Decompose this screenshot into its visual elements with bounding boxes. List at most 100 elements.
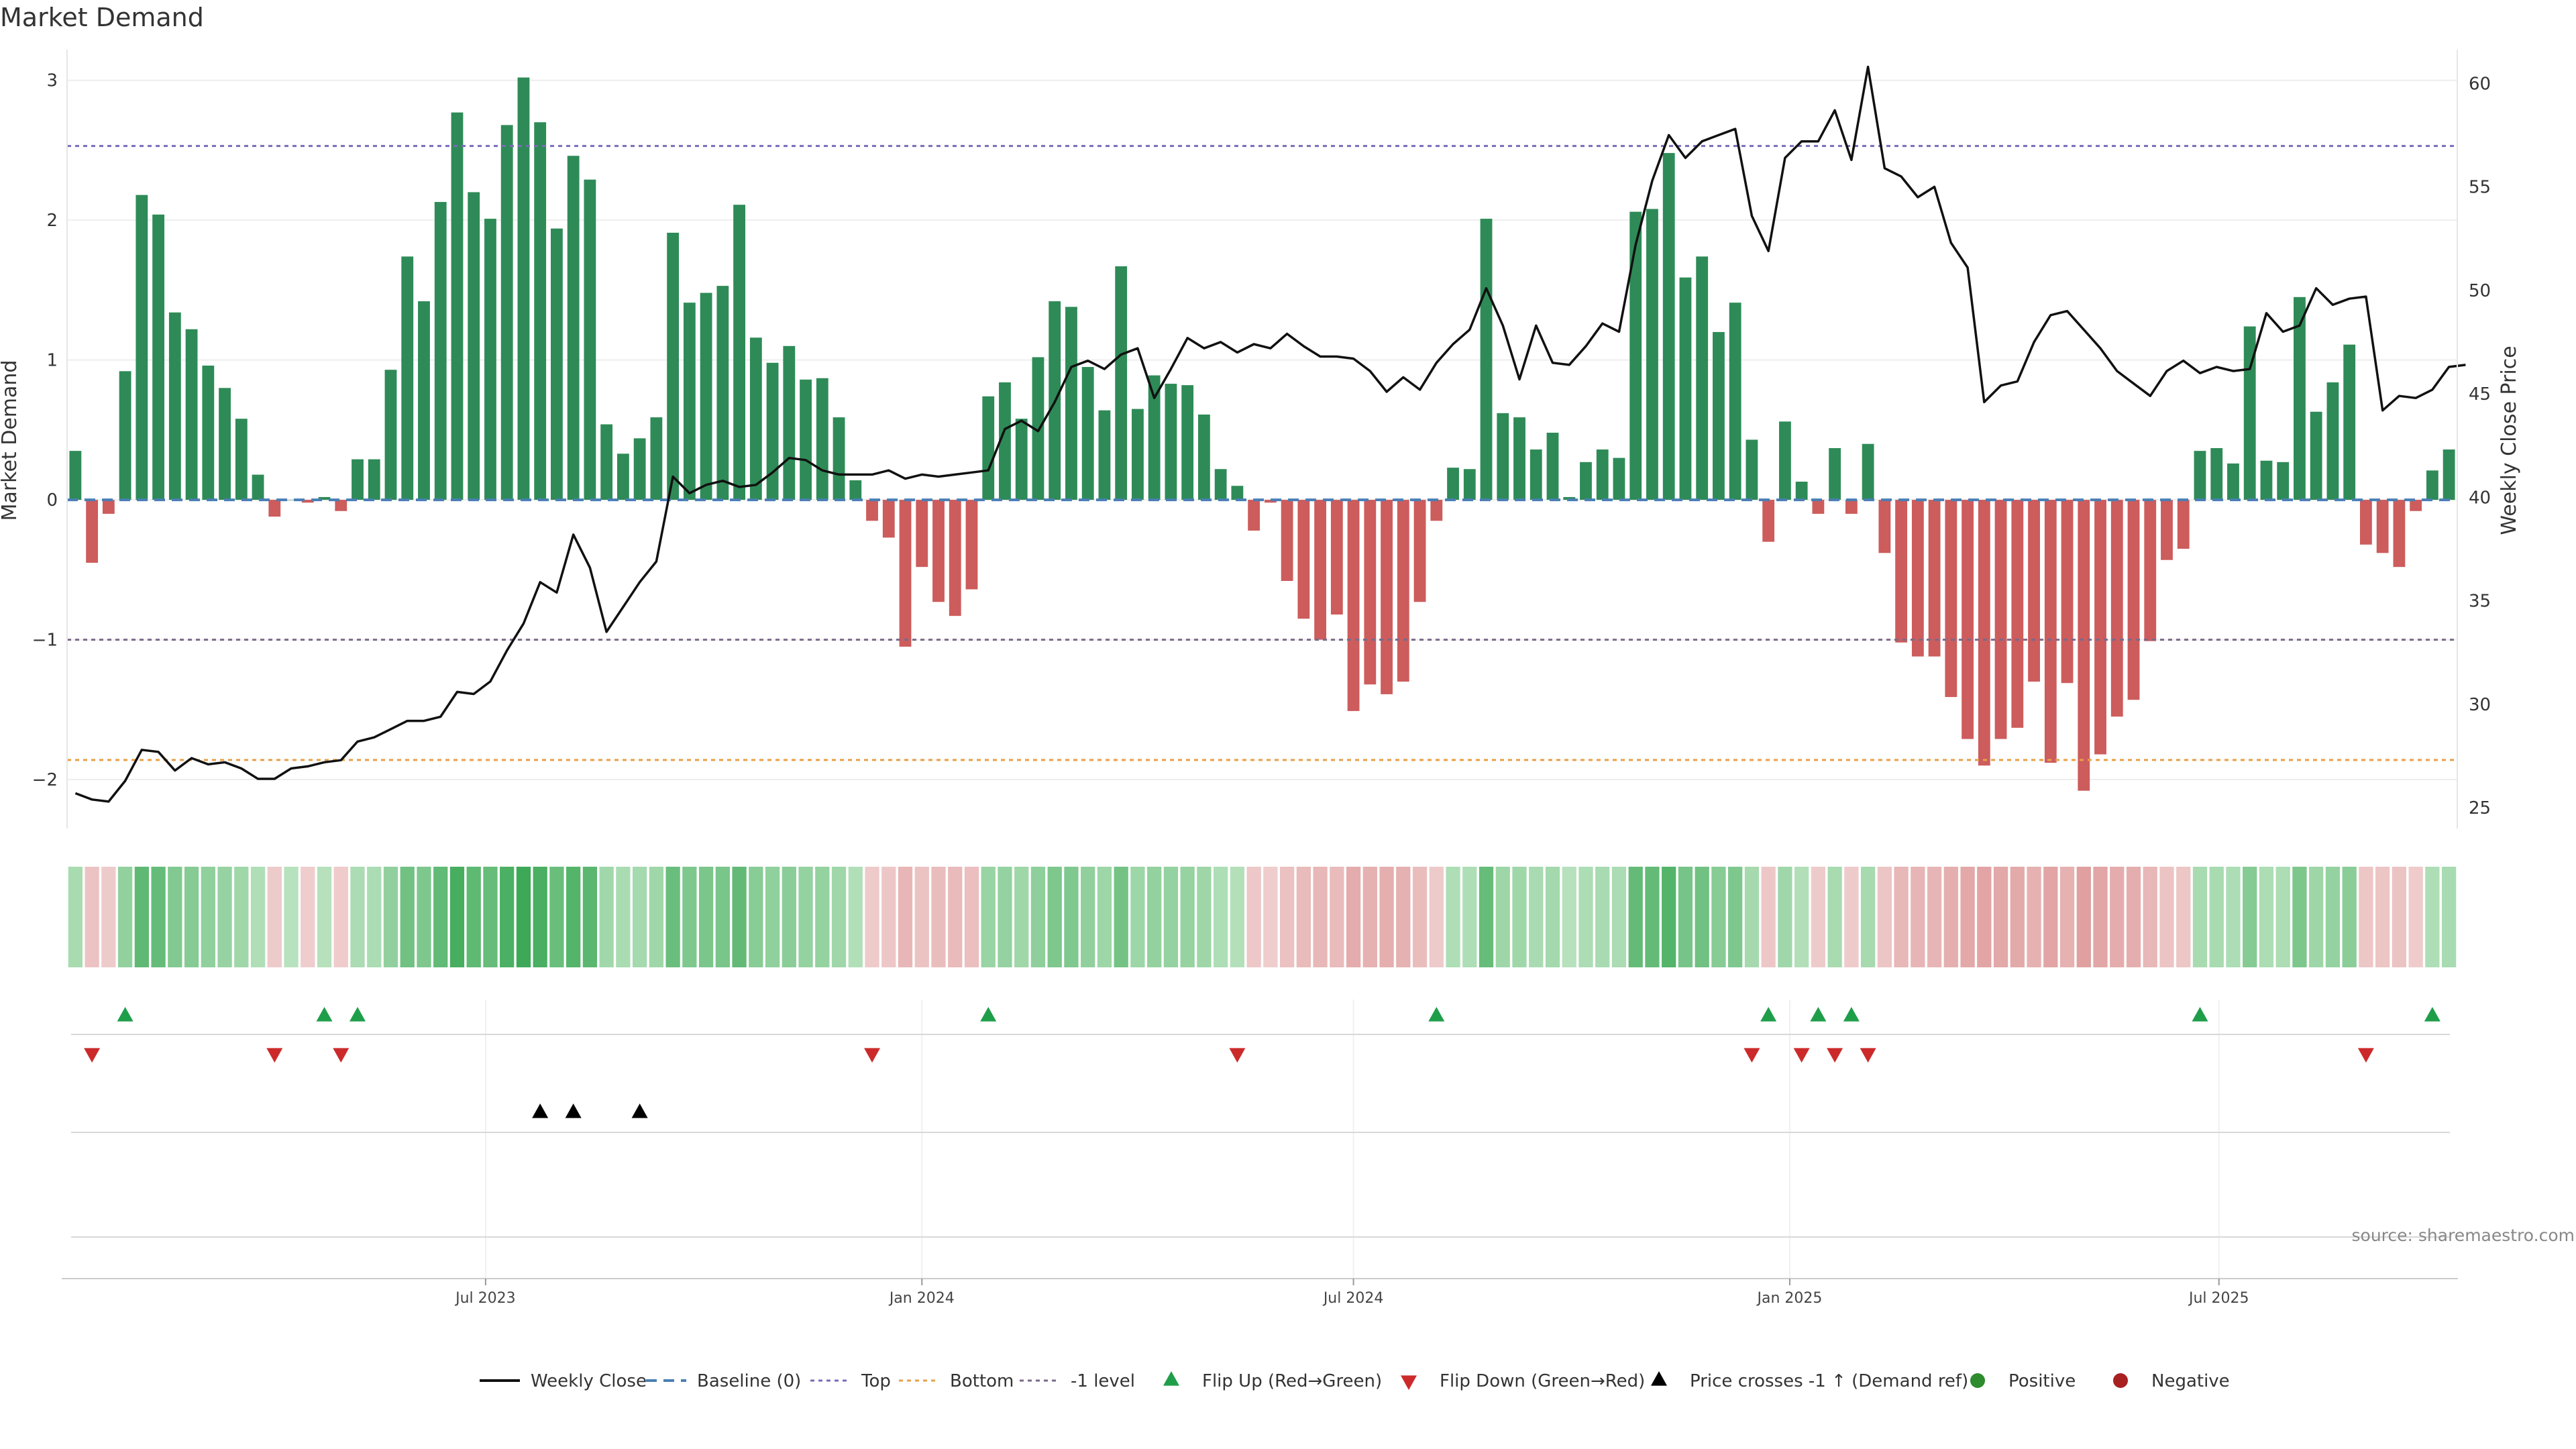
demand-heat-strip bbox=[68, 867, 2457, 967]
heat-cell bbox=[682, 867, 697, 967]
heat-cell bbox=[1877, 867, 1892, 967]
heat-cell bbox=[2441, 867, 2457, 967]
demand-bar bbox=[1115, 266, 1128, 500]
y-tick-label: 3 bbox=[46, 71, 58, 91]
demand-bar bbox=[136, 195, 148, 500]
heat-cell bbox=[1778, 867, 1792, 967]
y-tick-label: 0 bbox=[46, 490, 58, 511]
demand-bar bbox=[2376, 500, 2389, 553]
date-tick-label: Jan 2025 bbox=[1756, 1290, 1823, 1307]
y2-axis-title: Weekly Close Price bbox=[2498, 345, 2521, 535]
demand-bar bbox=[849, 480, 862, 500]
heat-cell bbox=[1728, 867, 1743, 967]
demand-bar bbox=[1795, 481, 1808, 500]
flip-up-marker bbox=[2424, 1007, 2440, 1022]
y2-tick-label: 40 bbox=[2469, 488, 2491, 508]
price-cross-marker bbox=[565, 1104, 582, 1118]
demand-bar bbox=[567, 156, 580, 500]
heat-cell bbox=[500, 867, 515, 967]
heat-cell bbox=[1495, 867, 1510, 967]
heat-cell bbox=[2043, 867, 2058, 967]
legend-item-flip_down: Flip Down (Green→Red) bbox=[1401, 1371, 1645, 1391]
heat-cell bbox=[400, 867, 415, 967]
demand-bar bbox=[749, 337, 762, 500]
heat-cell bbox=[250, 867, 266, 967]
legend-item-flip_up: Flip Up (Red→Green) bbox=[1163, 1371, 1382, 1391]
heat-cell bbox=[234, 867, 249, 967]
flip-down-marker bbox=[1743, 1048, 1760, 1063]
y2-tick-label: 30 bbox=[2469, 695, 2491, 715]
date-tick-label: Jul 2025 bbox=[2188, 1290, 2249, 1307]
heat-cell bbox=[1860, 867, 1876, 967]
demand-bar bbox=[268, 500, 281, 517]
demand-bar bbox=[982, 396, 995, 500]
demand-bar bbox=[252, 474, 264, 500]
demand-bar bbox=[633, 438, 646, 500]
heat-cell bbox=[2243, 867, 2257, 967]
demand-bar bbox=[965, 500, 978, 590]
y2-tick-label: 45 bbox=[2469, 384, 2491, 405]
demand-bar bbox=[1480, 219, 1493, 500]
heat-cell bbox=[1263, 867, 1278, 967]
demand-bar bbox=[1165, 384, 1177, 500]
legend-label: Positive bbox=[2008, 1371, 2076, 1391]
heat-cell bbox=[201, 867, 215, 967]
source-note: source: sharemaestro.com bbox=[2352, 1226, 2575, 1245]
legend-swatch-flip-up bbox=[1163, 1371, 1179, 1386]
demand-bar bbox=[2078, 500, 2090, 791]
demand-bar bbox=[451, 112, 464, 500]
demand-bar bbox=[1364, 500, 1377, 685]
heat-cell bbox=[898, 867, 913, 967]
demand-bar bbox=[833, 417, 845, 500]
demand-bar bbox=[86, 500, 99, 563]
legend-label: Weekly Close bbox=[531, 1371, 647, 1391]
demand-bar bbox=[700, 292, 712, 500]
demand-bar bbox=[1729, 303, 1741, 500]
demand-bar bbox=[716, 286, 729, 500]
flip-up-marker bbox=[980, 1007, 997, 1022]
demand-bar bbox=[783, 345, 796, 500]
heat-cell bbox=[1943, 867, 1958, 967]
demand-bar bbox=[949, 500, 961, 616]
demand-bar bbox=[2410, 500, 2422, 511]
demand-bar bbox=[2177, 500, 2190, 549]
heat-cell bbox=[1379, 867, 1394, 967]
demand-bar bbox=[1994, 500, 2007, 739]
heat-cell bbox=[815, 867, 830, 967]
demand-bar bbox=[866, 500, 878, 521]
demand-bar bbox=[2210, 447, 2223, 500]
heat-cell bbox=[566, 867, 581, 967]
demand-bar bbox=[1231, 486, 1244, 500]
heat-cell bbox=[549, 867, 564, 967]
heat-cell bbox=[184, 867, 199, 967]
demand-bar bbox=[800, 379, 812, 500]
heat-cell bbox=[2192, 867, 2208, 967]
demand-bar bbox=[1945, 500, 1957, 698]
heat-cell bbox=[1180, 867, 1195, 967]
demand-bar bbox=[1314, 500, 1327, 640]
heat-cell bbox=[599, 867, 614, 967]
y2-tick-label: 35 bbox=[2469, 592, 2491, 612]
flip-down-marker bbox=[1793, 1048, 1810, 1063]
demand-bar bbox=[1381, 500, 1393, 694]
legend-swatch-positive bbox=[1970, 1373, 1985, 1388]
legend-swatch-negative bbox=[2113, 1373, 2128, 1388]
heat-cell bbox=[466, 867, 481, 967]
demand-bar bbox=[1248, 500, 1260, 531]
demand-bars bbox=[69, 77, 2455, 791]
demand-bar bbox=[1497, 413, 1509, 500]
y2-tick-label: 55 bbox=[2469, 178, 2491, 198]
demand-bar bbox=[1214, 469, 1227, 500]
heat-cell bbox=[533, 867, 547, 967]
heat-cell bbox=[2059, 867, 2075, 967]
demand-bar bbox=[152, 214, 164, 500]
demand-bar bbox=[2044, 500, 2057, 763]
flip-up-marker bbox=[350, 1007, 366, 1022]
demand-bar bbox=[1845, 500, 1858, 514]
heat-cell bbox=[1330, 867, 1344, 967]
heat-cell bbox=[317, 867, 332, 967]
heat-cell bbox=[1030, 867, 1046, 967]
heat-cell bbox=[383, 867, 398, 967]
heat-cell bbox=[1462, 867, 1477, 967]
heat-cell bbox=[2408, 867, 2423, 967]
